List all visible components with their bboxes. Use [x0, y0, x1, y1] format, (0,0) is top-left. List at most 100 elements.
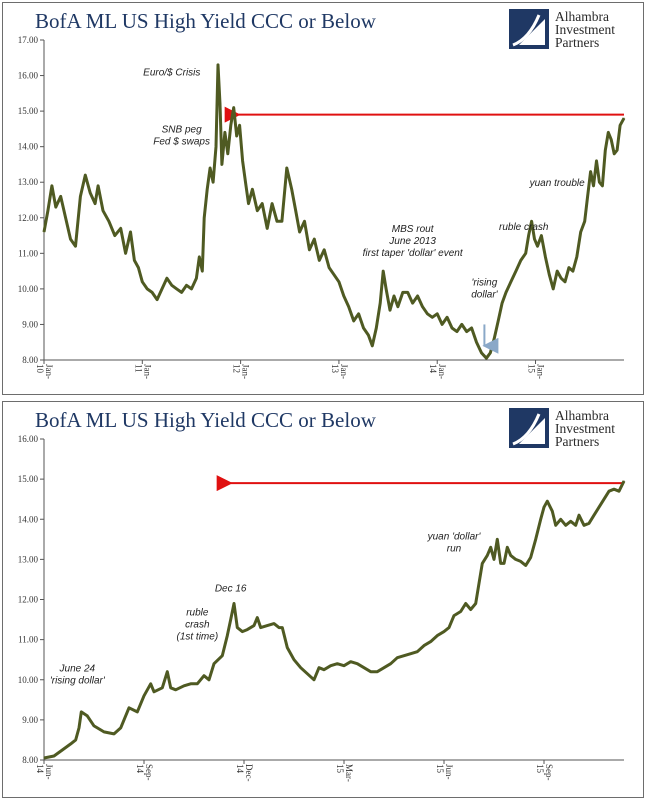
- annotation-line: dollar': [471, 289, 498, 300]
- x-tick-label-line-2: 10: [35, 364, 45, 374]
- data-point: [560, 518, 562, 520]
- x-tick-label: Jan-12: [232, 364, 251, 379]
- data-point: [525, 252, 527, 254]
- annotation-line: 'rising: [472, 277, 498, 288]
- data-point: [97, 185, 99, 187]
- data-point: [129, 231, 132, 233]
- data-point: [540, 235, 543, 237]
- data-point: [493, 558, 495, 560]
- data-point: [536, 245, 539, 247]
- x-tick-label-line-1: Jan-: [44, 364, 54, 379]
- data-point: [565, 524, 567, 526]
- data-point: [323, 249, 325, 251]
- data-point: [208, 679, 210, 681]
- annotation-line: yuan trouble: [529, 178, 585, 189]
- data-point: [515, 558, 517, 560]
- data-point: [183, 685, 185, 687]
- x-tick-label: Jan-15: [527, 364, 546, 379]
- data-point: [161, 288, 163, 290]
- x-tick-label: Sep-15: [535, 764, 554, 781]
- data-point: [102, 210, 104, 212]
- data-point: [196, 683, 198, 685]
- line-chart-bottom: 8.00 9.00 10.00 11.00 12.00 13.00 14.00 15.00 16…: [18, 434, 626, 782]
- y-tick-label: 10.00: [18, 284, 39, 294]
- data-point: [318, 259, 320, 261]
- data-point: [151, 291, 153, 293]
- data-point: [94, 203, 96, 205]
- data-point: [560, 277, 562, 279]
- x-tick-label-line-2: 15: [527, 364, 537, 374]
- annotation-line: crash: [185, 620, 210, 631]
- data-point: [251, 188, 253, 190]
- data-point: [510, 281, 512, 283]
- data-point: [613, 153, 615, 155]
- data-point: [486, 554, 488, 556]
- data-point: [53, 755, 55, 757]
- annotation-line: Dec 16: [215, 583, 247, 594]
- data-point: [389, 309, 391, 311]
- y-tick-label: 12.00: [18, 595, 39, 605]
- data-point: [114, 235, 116, 237]
- annotation: ruble crash: [499, 222, 549, 233]
- x-tick-label-line-1: Dec-: [244, 764, 254, 782]
- data-point: [190, 288, 193, 290]
- annotation-line: MBS rout: [392, 224, 435, 235]
- data-point: [423, 645, 425, 647]
- data-point: [185, 284, 188, 286]
- data-point: [382, 270, 384, 272]
- data-point: [244, 181, 247, 183]
- data-point: [490, 546, 492, 548]
- data-point: [137, 267, 139, 269]
- data-point: [336, 663, 338, 665]
- x-tick-label: Jun-15: [435, 764, 454, 780]
- data-point: [233, 107, 235, 109]
- annotation-line: first taper 'dollar' event: [363, 248, 464, 259]
- data-point: [578, 514, 580, 516]
- data-point: [416, 651, 418, 653]
- data-point: [379, 302, 381, 304]
- data-point: [266, 227, 268, 229]
- data-point: [500, 562, 502, 564]
- data-point: [350, 661, 352, 663]
- x-tick-label-line-1: Mar-: [344, 764, 354, 782]
- data-point: [295, 210, 297, 212]
- data-point: [273, 623, 275, 625]
- x-tick-label: Jan-13: [330, 364, 349, 379]
- data-point: [448, 627, 450, 629]
- data-point: [215, 146, 217, 148]
- y-tick-label: 11.00: [18, 635, 38, 645]
- data-point: [150, 683, 152, 685]
- data-point: [69, 238, 72, 240]
- data-point: [443, 631, 445, 633]
- chart-panel-bottom: BofA ML US High Yield CCC or Below Alham…: [2, 401, 644, 798]
- y-tick-label: 8.00: [22, 355, 38, 365]
- annotation: yuan 'dollar'run: [427, 531, 482, 554]
- data-point: [530, 556, 532, 558]
- data-point: [176, 288, 178, 290]
- data-point: [343, 295, 345, 297]
- data-point: [608, 490, 610, 492]
- y-tick-label: 12.00: [18, 213, 39, 223]
- chart-title: BofA ML US High Yield CCC or Below: [35, 9, 376, 33]
- data-point: [592, 185, 595, 187]
- x-tick-label-line-1: Jun-: [44, 764, 54, 780]
- data-point: [417, 295, 419, 297]
- data-point: [242, 160, 244, 162]
- x-tick-label: Mar-15: [335, 764, 354, 782]
- data-point: [79, 195, 81, 197]
- data-point: [531, 220, 533, 222]
- annotation: June 24'rising dollar': [50, 664, 106, 687]
- data-point: [276, 220, 278, 222]
- data-point: [446, 316, 448, 318]
- data-point: [441, 323, 443, 325]
- annotation-line: yuan 'dollar': [427, 531, 482, 542]
- alhambra-logo-icon: [509, 9, 549, 49]
- data-point: [203, 217, 205, 219]
- data-point: [313, 679, 315, 681]
- data-point: [84, 174, 86, 176]
- annotation: Euro/$ Crisis: [143, 68, 200, 79]
- data-point: [588, 522, 590, 524]
- x-tick-label-line-2: 12: [232, 364, 242, 373]
- data-point: [93, 725, 95, 727]
